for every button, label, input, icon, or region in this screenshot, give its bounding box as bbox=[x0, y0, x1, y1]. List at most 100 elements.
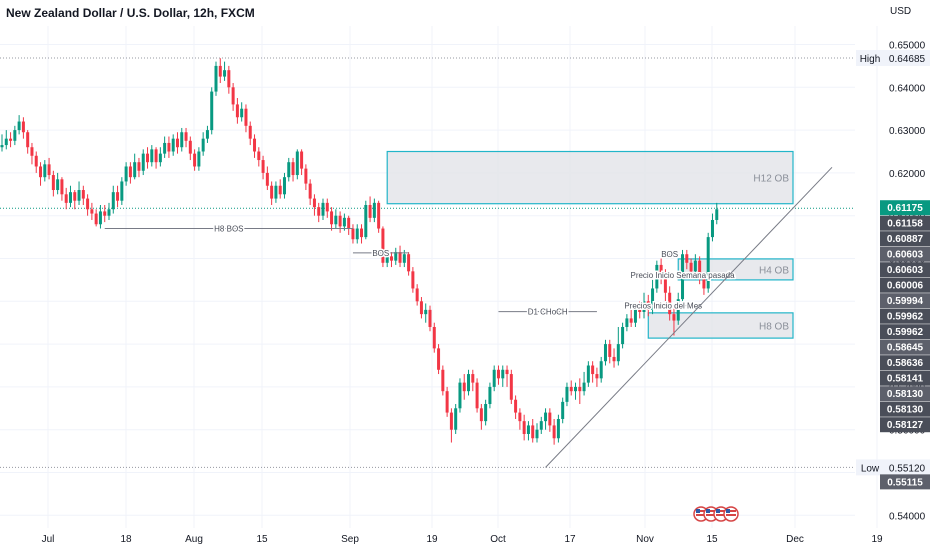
candle-body bbox=[681, 254, 685, 300]
x-tick-label: Nov bbox=[636, 534, 654, 545]
candle-body bbox=[509, 374, 513, 400]
price-tag-bg bbox=[880, 324, 930, 340]
candle-body bbox=[351, 228, 355, 240]
candle-body bbox=[141, 153, 145, 171]
price-tag-bg bbox=[880, 417, 930, 433]
price-tag-bg bbox=[880, 370, 930, 386]
candle-body bbox=[86, 198, 90, 210]
candle-body bbox=[338, 215, 342, 227]
candle-body bbox=[150, 149, 154, 163]
candle-body bbox=[175, 138, 179, 148]
candle-body bbox=[599, 361, 603, 379]
candle-body bbox=[261, 160, 265, 173]
x-tick-label: 18 bbox=[120, 534, 132, 545]
candle-body bbox=[51, 175, 55, 191]
candle-body bbox=[689, 262, 693, 272]
candle-body bbox=[154, 149, 158, 163]
candle-body bbox=[235, 104, 239, 118]
candle-body bbox=[603, 344, 607, 362]
price-tag-bg bbox=[880, 215, 930, 231]
candle-body bbox=[43, 164, 47, 178]
candle-body bbox=[625, 318, 629, 327]
price-badge-bg bbox=[884, 459, 930, 476]
candle-body bbox=[706, 237, 710, 289]
flag-stripe bbox=[706, 514, 716, 516]
candle-body bbox=[360, 228, 364, 238]
price-tag: 0.59994 bbox=[887, 296, 924, 307]
candle-body bbox=[330, 211, 334, 225]
flag-canton bbox=[726, 509, 730, 513]
price-tag-bg bbox=[880, 246, 930, 262]
zone-label: H4 OB bbox=[759, 265, 789, 276]
candle-body bbox=[616, 344, 620, 362]
candle-body bbox=[171, 138, 175, 152]
price-tag: 0.60603 bbox=[887, 265, 924, 276]
candle-body bbox=[308, 183, 312, 199]
candle-body bbox=[210, 91, 214, 131]
candle-body bbox=[34, 155, 38, 167]
candle-body bbox=[535, 429, 539, 439]
candle-body bbox=[342, 217, 346, 227]
candle-body bbox=[128, 166, 132, 178]
candle-body bbox=[227, 70, 231, 88]
candle-body bbox=[257, 151, 261, 161]
candle-body bbox=[265, 172, 269, 186]
price-tag-bg bbox=[880, 231, 930, 247]
candle-body bbox=[17, 121, 21, 131]
price-tag: 0.60603 bbox=[887, 250, 924, 261]
annotation-label: BOS bbox=[661, 250, 678, 259]
candle-body bbox=[321, 202, 325, 216]
candle-body bbox=[368, 205, 372, 218]
line-label-bg bbox=[856, 459, 884, 476]
candle-body bbox=[9, 138, 13, 141]
candle-body bbox=[676, 299, 680, 321]
x-tick-label: Oct bbox=[490, 534, 506, 545]
price-tag: 0.58636 bbox=[887, 358, 924, 369]
flag-stripe bbox=[716, 514, 726, 516]
candle-body bbox=[372, 202, 376, 218]
candle-body bbox=[231, 87, 235, 105]
candle-body bbox=[415, 288, 419, 302]
candle-body bbox=[0, 145, 4, 148]
price-tag-bg bbox=[880, 386, 930, 402]
y-tick-label: 0.62000 bbox=[889, 169, 926, 180]
candle-body bbox=[492, 369, 496, 387]
candle-body bbox=[428, 309, 432, 327]
candle-body bbox=[522, 421, 526, 434]
candle-body bbox=[94, 213, 98, 225]
candle-body bbox=[488, 386, 492, 405]
currency-label: USD bbox=[890, 6, 912, 17]
candle-body bbox=[685, 254, 689, 263]
y-tick-label: 0.64000 bbox=[889, 83, 926, 94]
annotation-label: D1 CHoCH bbox=[528, 308, 568, 317]
candle-body bbox=[642, 301, 646, 312]
candle-body bbox=[201, 138, 205, 152]
annotation-label: Precio Inicio Semana pasada bbox=[630, 271, 735, 280]
candle-body bbox=[548, 412, 552, 426]
annotation-label: Precios Inicio del Mes bbox=[624, 302, 702, 311]
candle-body bbox=[244, 108, 248, 126]
candle-body bbox=[377, 202, 381, 229]
candle-body bbox=[21, 121, 25, 133]
candle-body bbox=[638, 309, 642, 312]
price-tag-bg bbox=[880, 339, 930, 355]
candle-body bbox=[454, 408, 458, 430]
candle-body bbox=[702, 277, 706, 289]
candle-body bbox=[188, 140, 192, 154]
price-tag-bg bbox=[880, 474, 930, 490]
candle-body bbox=[411, 271, 415, 289]
price-tag-bg bbox=[880, 277, 930, 293]
candle-body bbox=[501, 369, 505, 379]
candle-body bbox=[77, 190, 81, 201]
price-tag: 0.55115 bbox=[887, 477, 923, 488]
line-label: High bbox=[860, 54, 881, 65]
y-tick-label: 0.63000 bbox=[889, 126, 926, 137]
candle-body bbox=[479, 408, 483, 422]
flag-stripe bbox=[696, 514, 706, 516]
candle-body bbox=[484, 404, 488, 422]
candle-body bbox=[4, 138, 8, 146]
candle-body bbox=[133, 162, 137, 178]
flag-stripe bbox=[706, 510, 716, 512]
